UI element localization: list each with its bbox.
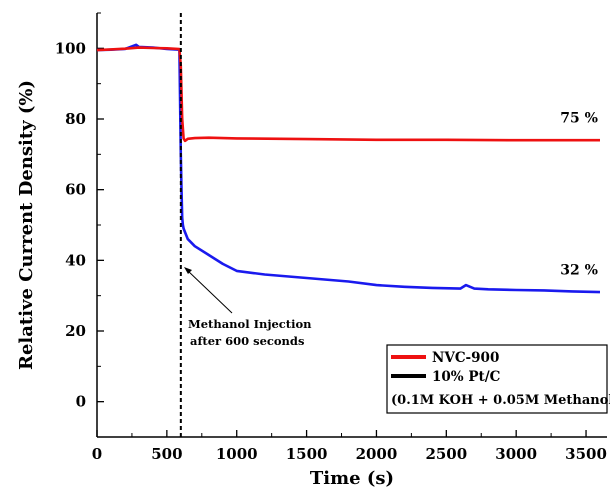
- annotation-arrowhead: [184, 267, 192, 274]
- x-tick-label: 500: [151, 445, 182, 463]
- x-axis-label: Time (s): [310, 468, 394, 489]
- legend-label-ptc: 10% Pt/C: [432, 369, 501, 385]
- legend-label-nvc: NVC-900: [432, 350, 499, 366]
- axis-ticks: 0 500 1000 1500 2000 2500 3000 3500 0 20 40 60 80 100: [55, 12, 607, 463]
- y-tick-label: 60: [65, 181, 86, 199]
- annotation-layer: Methanol Injection after 600 seconds 75 …: [179, 13, 598, 437]
- annotation-line-2: after 600 seconds: [190, 334, 304, 348]
- legend-note: (0.1M KOH + 0.05M Methanol): [391, 393, 610, 408]
- series-line-10-pt-c: [96, 43, 601, 294]
- series-line-nvc-900: [96, 46, 600, 143]
- x-tick-label: 3500: [565, 445, 607, 463]
- x-tick-label: 1000: [216, 445, 258, 463]
- x-tick-label: 2500: [425, 445, 467, 463]
- y-tick-label: 100: [55, 39, 86, 57]
- legend: NVC-900 10% Pt/C (0.1M KOH + 0.05M Metha…: [386, 344, 610, 414]
- x-tick-label: 0: [92, 445, 102, 463]
- x-tick-label: 2000: [356, 445, 398, 463]
- end-label-nvc: 75 %: [560, 111, 598, 127]
- end-label-ptc: 32 %: [560, 262, 598, 278]
- y-tick-label: 20: [65, 322, 86, 340]
- annotation-arrow: [186, 269, 233, 314]
- y-tick-label: 40: [65, 251, 86, 269]
- series-layer: [96, 43, 601, 294]
- y-tick-label: 80: [65, 110, 86, 128]
- x-tick-label: 1500: [286, 445, 328, 463]
- x-tick-label: 3000: [495, 445, 537, 463]
- y-tick-label: 0: [76, 393, 86, 411]
- annotation-line-1: Methanol Injection: [188, 317, 312, 331]
- y-axis-label: Relative Current Density (%): [16, 80, 37, 370]
